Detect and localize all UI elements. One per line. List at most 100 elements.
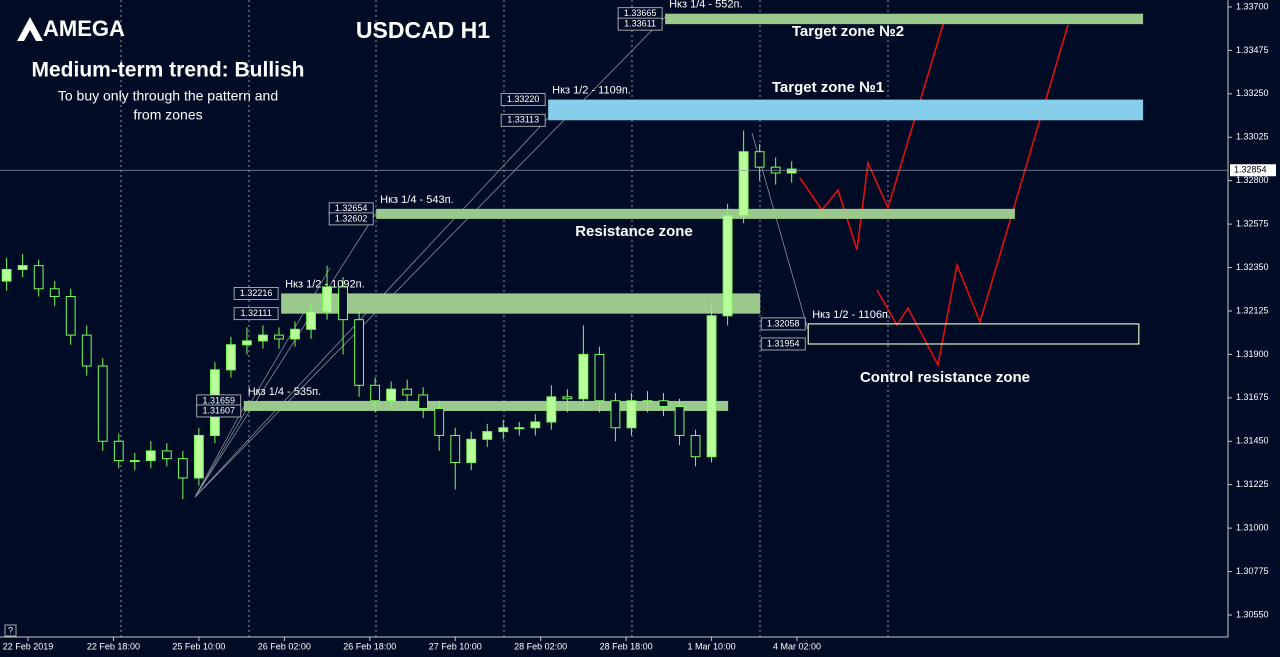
zone-label: Нкз 1/2 - 1092п. [285,278,365,290]
chart-title: USDCAD H1 [356,17,490,43]
zone [281,293,761,314]
candle-body [610,400,621,429]
candle-body [418,394,429,409]
x-tick-label: 1 Mar 10:00 [688,641,736,651]
candle-body [129,460,140,463]
y-tick-label: 1.33475 [1236,45,1269,55]
x-tick-label: 26 Feb 18:00 [343,641,396,651]
logo-icon [17,17,43,41]
x-tick-label: 26 Feb 02:00 [258,641,311,651]
zone [548,99,1144,121]
zones [243,13,1144,411]
candle-body [482,431,493,440]
candle-body [690,434,701,458]
candle-body [49,288,60,297]
price-label: 1.33220 [507,94,540,104]
logo: AMEGA [17,16,125,41]
subtitle: Medium-term trend: Bullish [31,59,304,82]
candle-body [402,388,413,396]
price-label: 1.31954 [767,338,800,348]
y-tick-label: 1.30775 [1236,566,1269,576]
zone [243,400,729,411]
candle-body [674,406,685,436]
candle-body [626,400,637,429]
candle-body [97,365,108,442]
candle-body [81,334,92,367]
candle-body [594,353,605,402]
x-tick-label: 28 Feb 18:00 [600,641,653,651]
x-tick-label: 22 Feb 2019 [3,641,54,651]
zone-label: Нкз 1/4 - 552п. [669,0,742,11]
candle-body [546,396,557,423]
candle-body [354,319,365,386]
candle-body [642,400,653,403]
candle-body [562,396,573,400]
candle-body [466,438,477,464]
price-label: 1.33665 [624,8,657,18]
price-box [760,317,806,331]
candle-body [530,421,541,429]
candle-body [17,265,28,270]
price-label: 1.32654 [335,203,368,213]
price-box [196,404,242,418]
candle-body [338,286,348,321]
price-label: 1.33113 [507,115,539,125]
y-tick-label: 1.33025 [1236,132,1269,142]
candle-body [226,344,236,371]
zone-label: Нкз 1/2 - 1106п. [812,309,891,321]
candle-body [498,427,509,433]
price-box [328,212,374,226]
candle-body [738,151,749,216]
y-tick-label: 1.31000 [1236,523,1269,533]
candle-body [161,450,172,460]
candles [1,130,797,500]
y-tick-label: 1.31900 [1236,349,1269,359]
price-label: 1.32216 [240,288,273,298]
candle-body [754,151,765,168]
zone-name: Resistance zone [575,223,693,240]
candle-body [33,265,44,290]
y-tick-label: 1.31675 [1236,392,1269,402]
candle-body [65,295,76,336]
candle-body [258,334,268,342]
zone-label: Нкз 1/4 - 535п. [248,386,321,398]
x-tick-label: 4 Mar 02:00 [773,641,821,651]
x-tick-label: 27 Feb 10:00 [429,641,482,651]
help-icon[interactable]: ? [8,625,13,635]
zone-label: Нкз 1/2 - 1109п. [552,85,631,97]
candle-body [658,400,669,408]
y-tick-label: 1.30550 [1236,609,1269,619]
candle-body [722,214,733,317]
y-tick-label: 1.32575 [1236,218,1269,228]
y-tick-label: 1.32350 [1236,262,1269,272]
y-tick-label: 1.33250 [1236,88,1269,98]
zone [807,323,1140,345]
price-label: 1.32111 [241,308,272,318]
zone [665,13,1144,25]
candle-body [1,268,12,282]
candle-body [578,353,589,400]
candle-body [306,311,316,330]
price-label: 1.31659 [202,395,235,405]
note: from zones [133,107,202,123]
help-box[interactable] [4,624,17,637]
candle-body [290,328,300,340]
candle-body [193,434,204,479]
candle-body [514,427,525,430]
zone-label: Нкз 1/4 - 543п. [380,194,453,206]
current-price-label: 1.32854 [1234,165,1267,175]
candle-body [706,315,717,458]
candle-body [434,407,445,436]
price-box [617,17,663,31]
zone-name: Target zone №2 [792,23,904,40]
zone [376,208,1015,219]
logo-text: AMEGA [43,16,125,41]
price-box [500,93,546,107]
y-tick-label: 1.33700 [1236,1,1269,11]
price-label: 1.31607 [202,405,235,415]
price-label: 1.32602 [335,213,368,223]
candle-body [242,340,252,346]
candle-body [322,286,332,313]
